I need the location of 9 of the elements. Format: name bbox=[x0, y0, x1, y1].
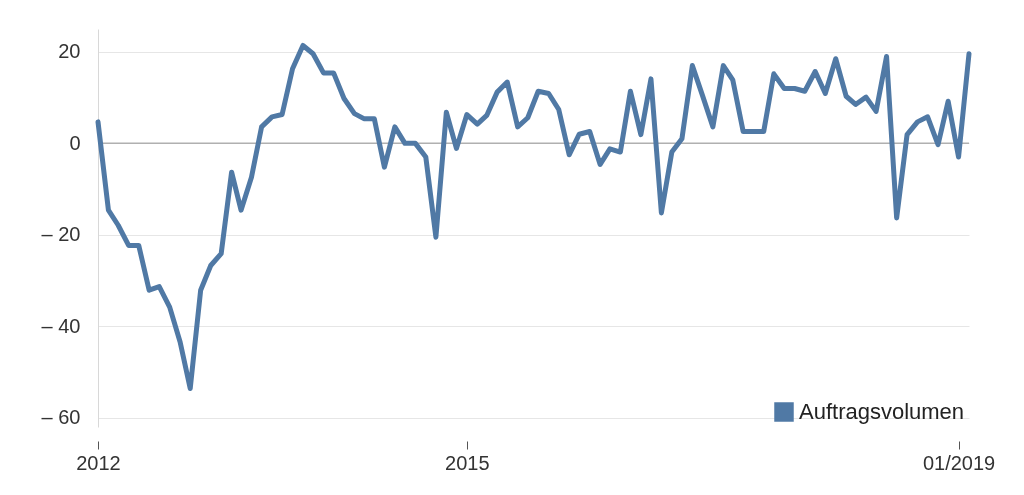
legend-label: Auftragsvolumen bbox=[799, 399, 965, 424]
y-tick-label: – 40 bbox=[41, 314, 81, 337]
x-tick-label: 01/2019 bbox=[922, 451, 996, 474]
x-tick-label: 2012 bbox=[76, 451, 121, 474]
x-tick-label: 2015 bbox=[445, 451, 490, 474]
y-tick-label: 20 bbox=[58, 40, 81, 63]
y-tick-label: – 20 bbox=[41, 223, 81, 246]
y-tick-label: – 60 bbox=[41, 406, 81, 429]
y-tick-label: 0 bbox=[69, 131, 81, 154]
